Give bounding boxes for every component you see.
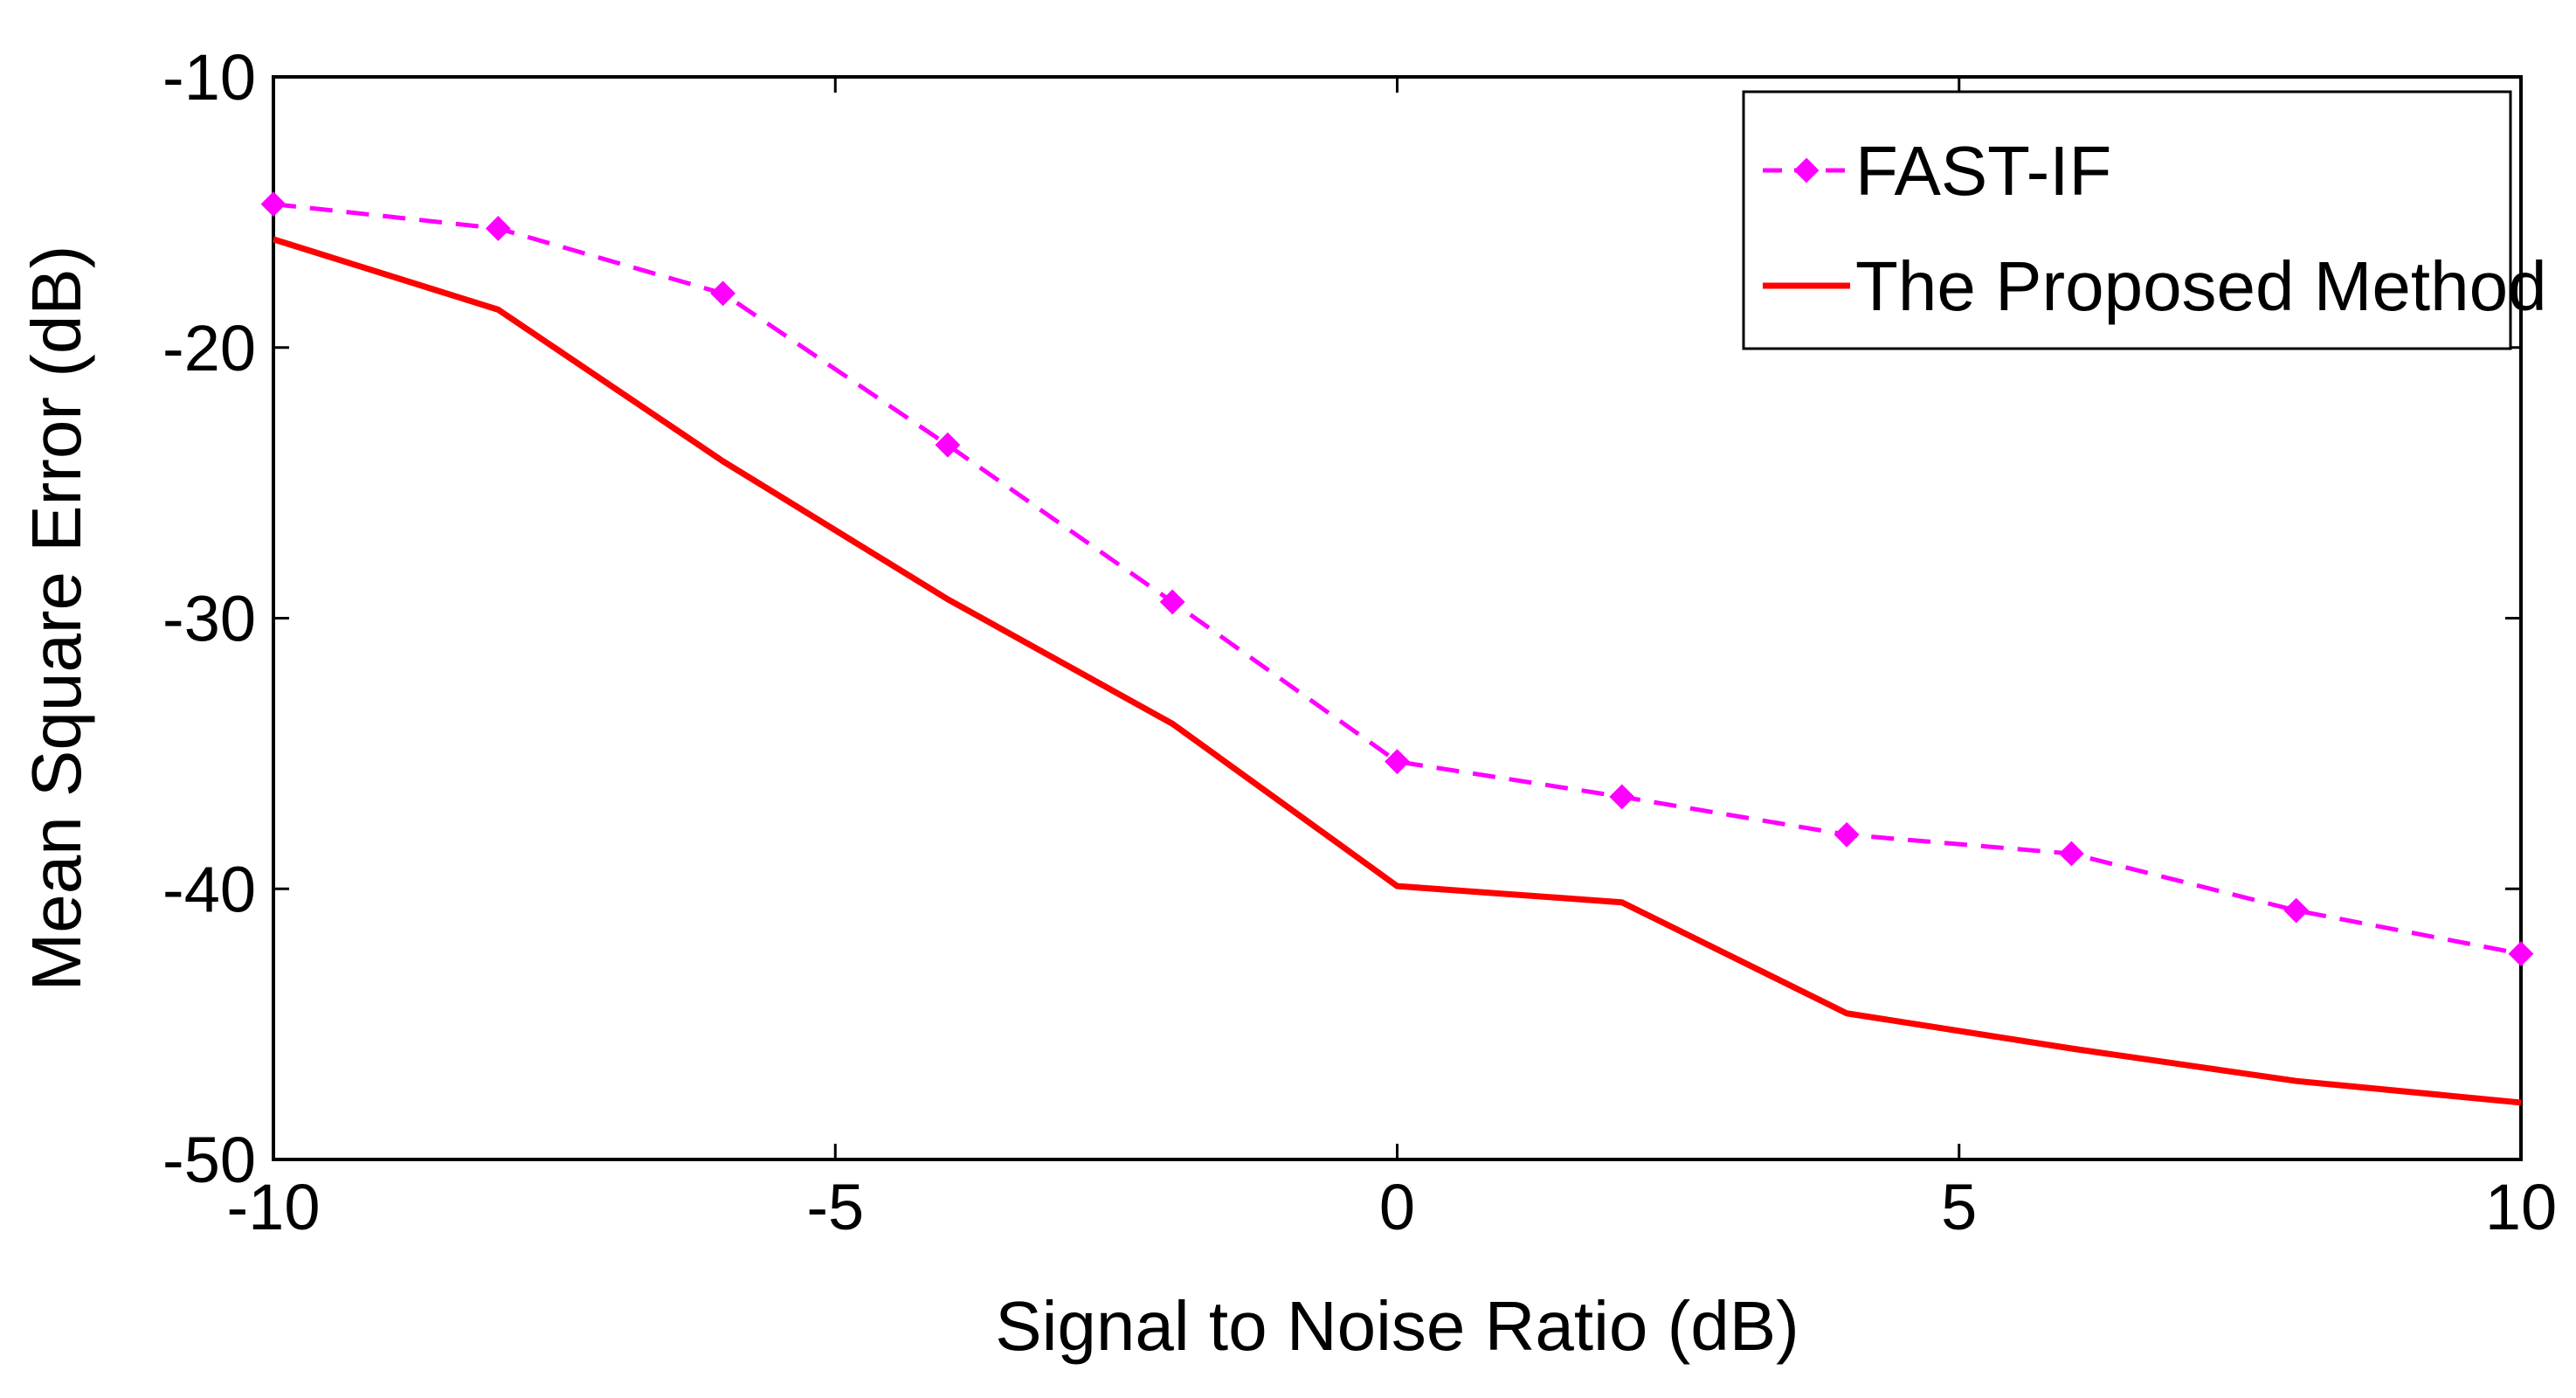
legend-label: FAST-IF — [1855, 132, 2111, 210]
series-layer — [260, 191, 2534, 1106]
data-point-marker — [485, 216, 511, 241]
series-line — [273, 202, 2522, 957]
series-1 — [260, 191, 2534, 967]
legend-entry: The Proposed Method — [1763, 247, 2547, 325]
data-point-marker — [1159, 589, 1185, 615]
y-axis-title: Mean Square Error (dB) — [17, 246, 95, 992]
data-point-marker — [1793, 157, 1820, 183]
ticks-layer: -10 -5 0 5 10-10-20-30-40-50 — [162, 41, 2557, 1243]
x-axis-title: Signal to Noise Ratio (dB) — [995, 1287, 1799, 1365]
x-tick-label: -10 — [227, 1171, 321, 1243]
legend: FAST-IF The Proposed Method — [1742, 90, 2547, 350]
data-point-marker — [2283, 897, 2310, 924]
y-tick-label: -20 — [162, 312, 256, 384]
series-line — [272, 236, 2522, 1106]
y-tick-label: -10 — [162, 41, 256, 114]
data-point-marker — [935, 432, 961, 458]
data-point-marker — [2058, 841, 2084, 867]
y-tick-label: -50 — [162, 1124, 256, 1196]
legend-box — [1742, 90, 2512, 350]
legend-entries: FAST-IF The Proposed Method — [1763, 132, 2547, 325]
x-tick-label: 5 — [1941, 1171, 1977, 1243]
x-tick-label: 10 — [2485, 1171, 2557, 1243]
data-point-marker — [1609, 784, 1635, 810]
data-point-marker — [1834, 821, 1860, 848]
x-tick-label: -5 — [806, 1171, 864, 1243]
data-point-marker — [2508, 941, 2534, 967]
legend-label: The Proposed Method — [1855, 247, 2547, 325]
y-tick-label: -40 — [162, 853, 256, 925]
data-point-marker — [260, 191, 287, 217]
x-tick-label: 0 — [1379, 1171, 1415, 1243]
series-2 — [272, 236, 2522, 1106]
data-point-marker — [1385, 749, 1410, 775]
y-tick-label: -30 — [162, 583, 256, 655]
data-point-marker — [710, 280, 736, 307]
legend-entry: FAST-IF — [1763, 132, 2111, 210]
